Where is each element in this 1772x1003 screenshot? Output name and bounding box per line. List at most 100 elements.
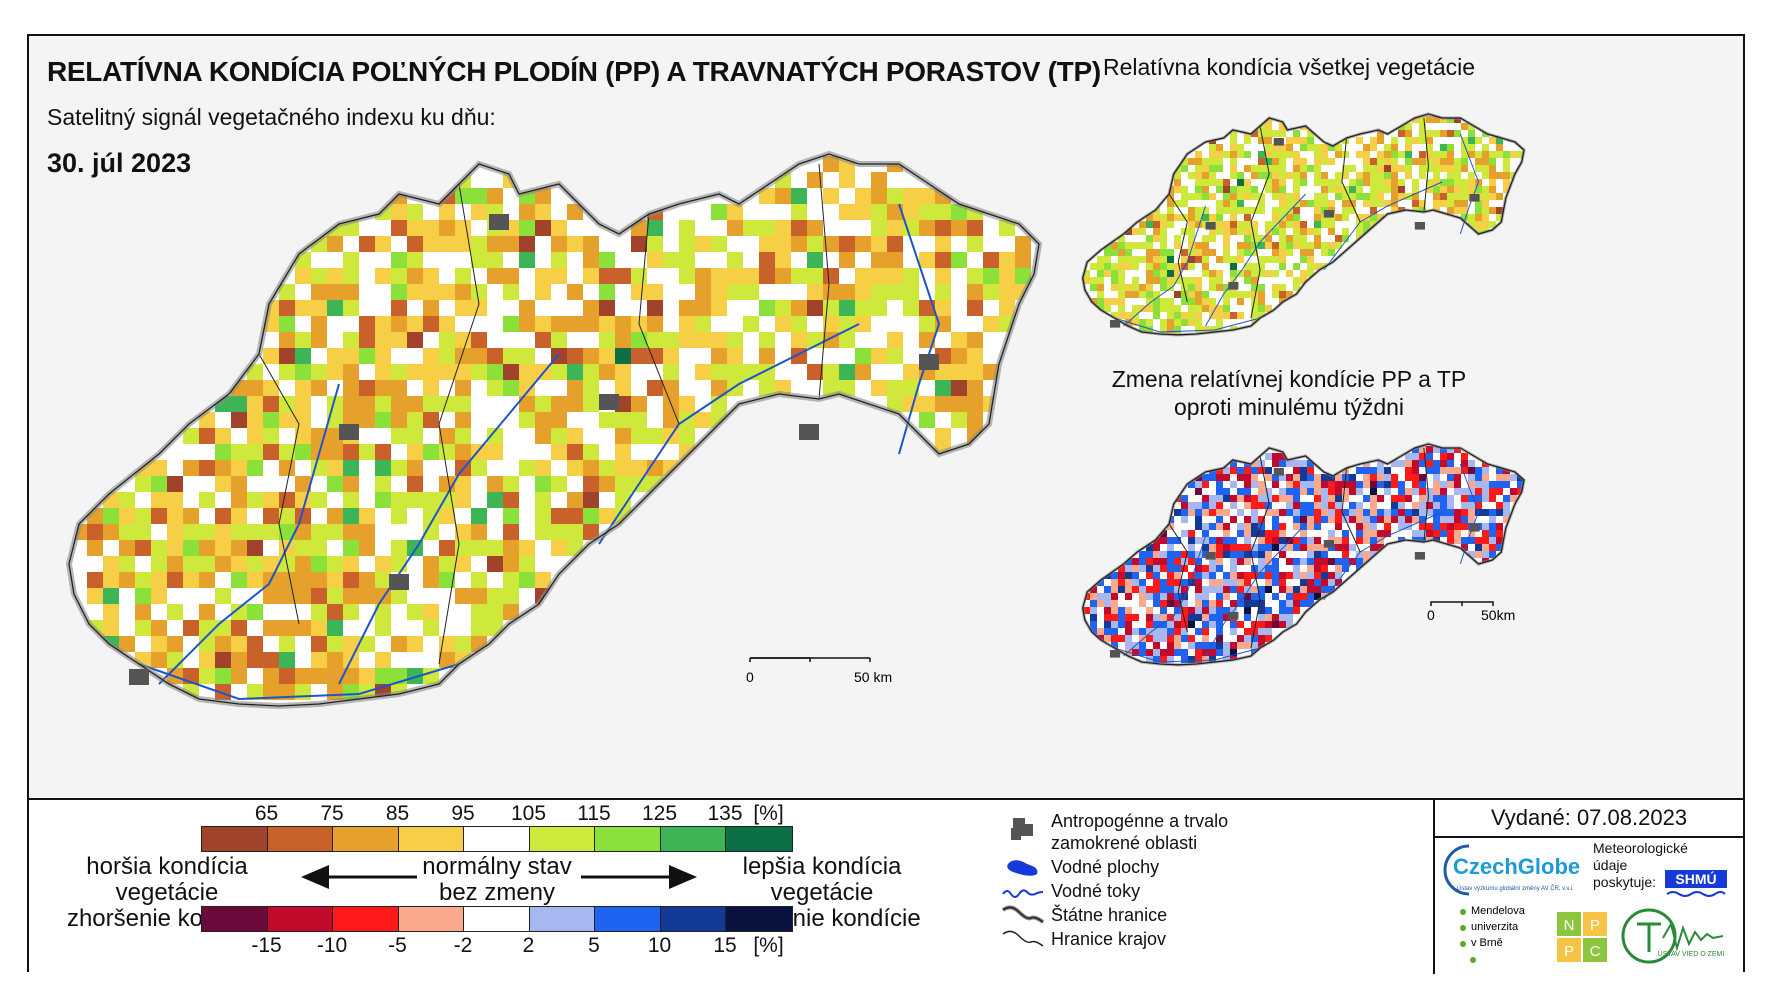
inset-vegetation-map (1081, 112, 1526, 337)
change-color-bar (201, 906, 793, 932)
change-swatch (726, 907, 792, 931)
condition-color-bar (201, 826, 793, 852)
inset-bottom-urban-area (1273, 468, 1284, 476)
condition-swatch (464, 827, 530, 851)
change-swatch (529, 907, 595, 931)
change-tick-label: -15 (251, 934, 282, 957)
water-body-icon (1007, 860, 1038, 876)
condition-tick-label: 105 (510, 802, 547, 825)
inset-bottom-urban-area (1469, 524, 1480, 532)
nppc-p1: P (1590, 917, 1600, 934)
condition-tick-label: 135 (707, 802, 743, 825)
nppc-p2: P (1564, 943, 1574, 960)
condition-tick-label: 115 (577, 802, 611, 825)
main-map-river (158, 383, 340, 685)
inset-top-river (1205, 193, 1306, 327)
inset-bottom-urban-area (1109, 650, 1121, 658)
better-label-line1: lepšia kondícia vegetácie (742, 853, 902, 906)
main-map-river (138, 663, 460, 701)
normal-label: normálny stav bez zmeny (417, 854, 577, 906)
condition-swatch (398, 827, 464, 851)
inset-top-state-border-line (1082, 113, 1525, 336)
condition-swatch (660, 827, 726, 851)
issued-date: Vydané: 07.08.2023 (1433, 800, 1745, 838)
condition-tick-label: 125 (641, 802, 678, 825)
main-map-region-border (438, 183, 480, 665)
main-map-urban-area (129, 669, 149, 685)
inset-bottom-river (1114, 647, 1261, 663)
inset-top-title: Relatívna kondícia všetkej vegetácie (1102, 54, 1476, 80)
change-tick-label: -2 (453, 934, 473, 957)
river-icon (1002, 889, 1044, 898)
mendel-text-3: v Brně (1471, 937, 1503, 949)
main-map-region-border (818, 163, 830, 400)
inset-bottom-region-border (1423, 447, 1429, 543)
condition-swatch (529, 827, 595, 851)
main-map-region-border (258, 353, 300, 625)
inset-top-region-border (1168, 193, 1188, 303)
change-tick-label: [%] (753, 934, 784, 957)
main-map-urban-area (599, 394, 619, 410)
change-swatch (267, 907, 333, 931)
inset-top-river (1114, 317, 1261, 333)
change-tick-label: 5 (588, 934, 600, 957)
key-urban-label-1: Antropogénne a trvalo (1051, 811, 1229, 831)
key-urban-label-2: zamokrené oblasti (1051, 833, 1198, 853)
legend-separator (1433, 800, 1435, 974)
meteo-text: Meteorologické údaje poskytuje: (1593, 840, 1688, 891)
main-map-river (338, 353, 560, 685)
condition-swatch (267, 827, 333, 851)
meteo-text-1: Meteorologické (1593, 840, 1688, 856)
mendel-text-2: univerzita (1471, 921, 1519, 933)
state-border-icon (1001, 905, 1045, 924)
page-subtitle: Satelitný signál vegetačného indexu ku d… (47, 104, 496, 130)
key-water-body: Vodné plochy (1051, 857, 1160, 877)
inset-bottom-river (1205, 523, 1306, 657)
change-tick-label: 2 (522, 934, 535, 957)
inset-top-region-border (1341, 137, 1361, 223)
inset-bottom-urban-area (1323, 540, 1334, 548)
inset-bottom-urban-area (1205, 552, 1216, 560)
key-urban: Antropogénne a trvalo zamokrené oblasti (1051, 810, 1228, 854)
inset-top-urban-area (1323, 210, 1334, 218)
inset-bottom-region-border (1250, 455, 1270, 649)
change-swatch (464, 907, 530, 931)
main-map-urban-area (919, 354, 939, 370)
main-scale-end: 50 km (854, 669, 892, 685)
change-swatch (202, 907, 268, 931)
change-swatch (333, 907, 399, 931)
map-frame: RELATÍVNA KONDÍCIA POĽNÝCH PLODÍN (PP) A… (27, 34, 1745, 974)
nppc-c: C (1590, 943, 1601, 960)
inset-bottom-region-border (1168, 523, 1188, 633)
main-condition-map (65, 150, 1043, 710)
key-state-border: Štátne hranice (1051, 905, 1168, 925)
inset-bottom-urban-area (1228, 612, 1239, 620)
inset-top-region-border (1423, 117, 1429, 213)
inset-bottom-river (1459, 463, 1480, 565)
inset-bottom-title-1: Zmena relatívnej kondície PP a TP (1111, 366, 1467, 392)
urban-area-icon (1011, 818, 1033, 840)
nppc-n: N (1564, 917, 1575, 934)
inset-top-urban-area (1228, 282, 1239, 290)
condition-swatch (595, 827, 661, 851)
inset-top-urban-area (1414, 222, 1425, 230)
main-scale-bar: 0 50 km (746, 657, 892, 685)
uvz-logo: ÚSTAV VIED O ZEMI (1621, 908, 1724, 964)
inset-top-river (1459, 133, 1480, 235)
main-map-state-border-line (68, 153, 1040, 707)
condition-tick-label: 65 (254, 802, 279, 825)
change-tick-label: -5 (388, 934, 407, 957)
condition-swatch (726, 827, 792, 851)
inset-top-urban-area (1109, 320, 1121, 328)
inset-top-river (1323, 181, 1443, 271)
czechglobe-logo: CzechGlobe Ústav výzkumu globální změny … (1443, 844, 1580, 896)
condition-ticks: 65 75 85 95 105 115 125 135 [%] (29, 802, 1029, 826)
main-map-pixels (71, 156, 1031, 700)
shmu-text: SHMÚ (1675, 870, 1716, 887)
czechglobe-subtext: Ústav výzkumu globální změny AV ČR, v.v.… (1457, 885, 1574, 892)
condition-tick-label: 85 (385, 802, 410, 825)
inset-scale-bar: 0 50km (1427, 601, 1515, 623)
condition-swatch (333, 827, 399, 851)
mendel-logo: Mendelova univerzita v Brně (1460, 905, 1526, 963)
main-map-urban-area (799, 424, 819, 440)
